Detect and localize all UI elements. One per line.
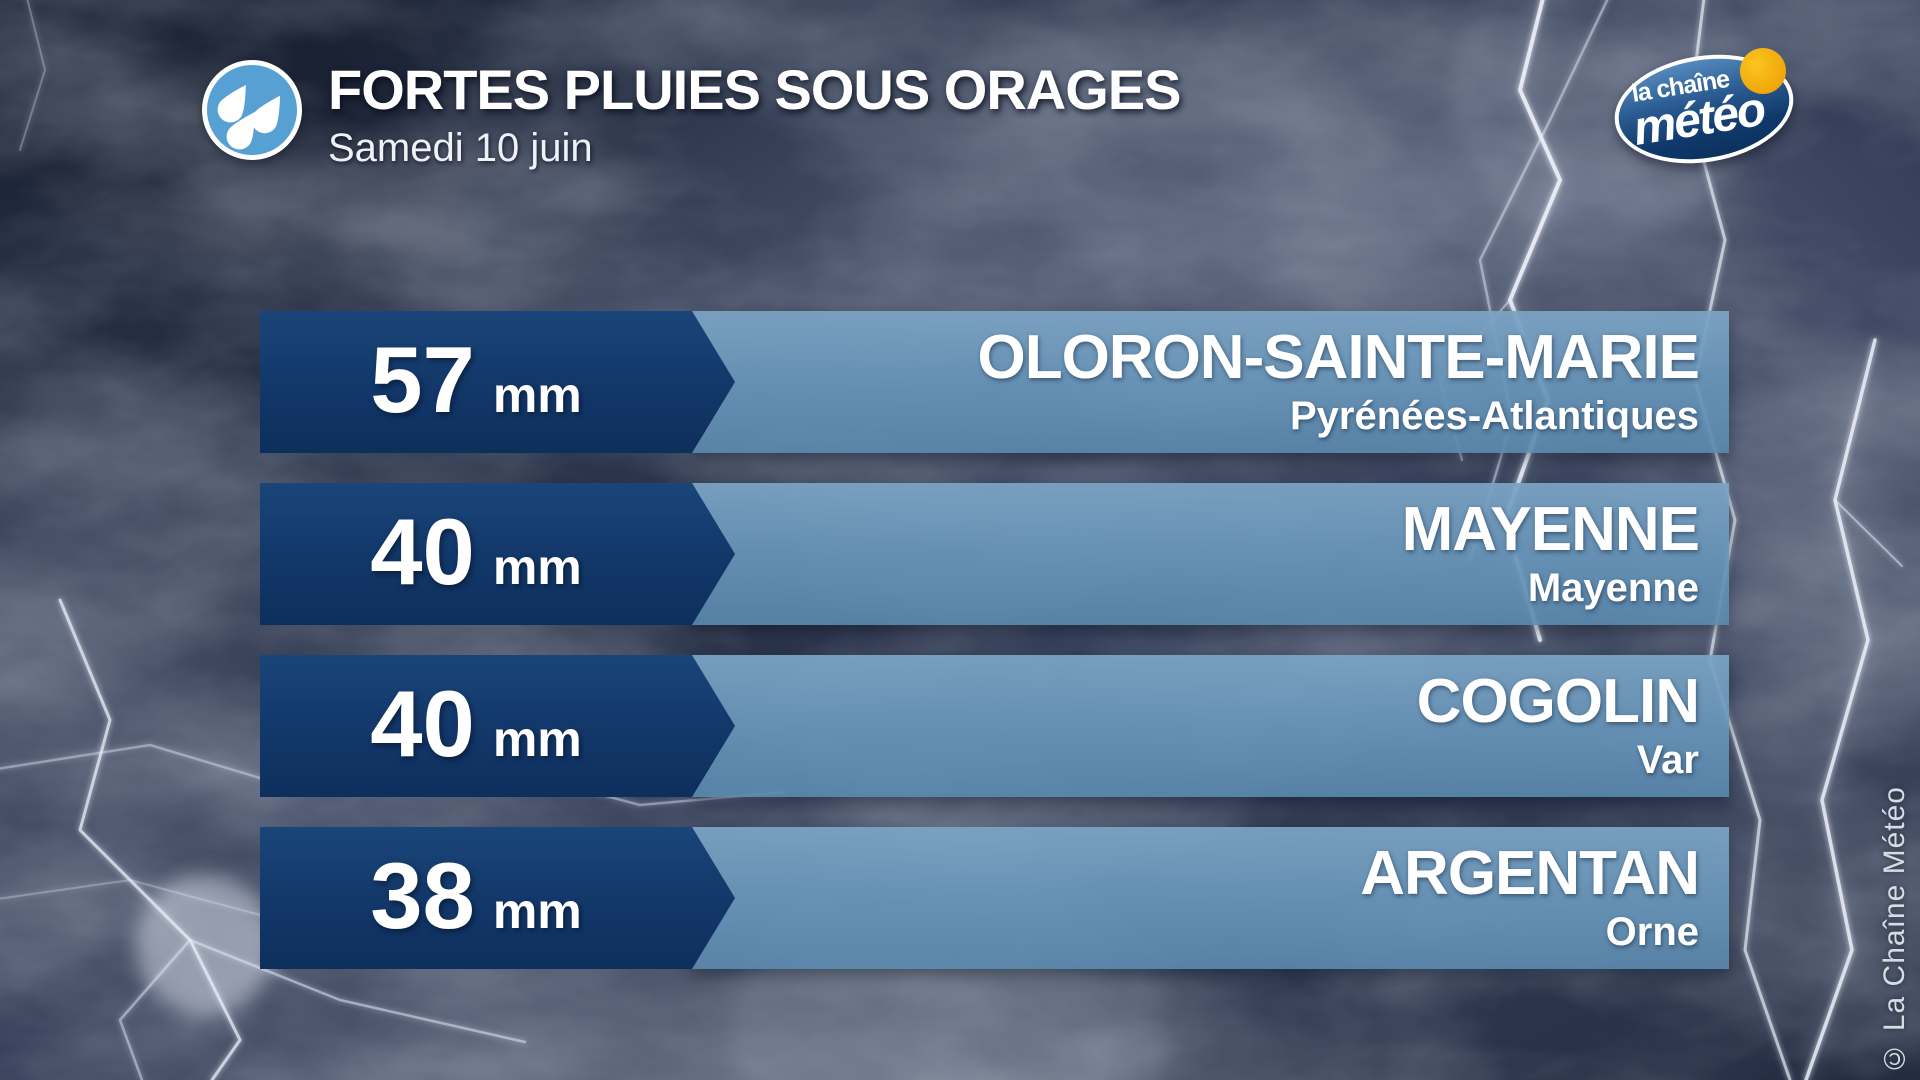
table-row: MAYENNE Mayenne 40 mm: [260, 483, 1729, 625]
value-cell: 57 mm: [260, 311, 735, 453]
rain-unit: mm: [492, 883, 582, 939]
department-label: Var: [1636, 737, 1699, 782]
rain-unit: mm: [492, 367, 582, 423]
value-cell: 40 mm: [260, 655, 735, 797]
value-cell: 38 mm: [260, 827, 735, 969]
city-label: ARGENTAN: [1360, 839, 1700, 909]
rain-value: 40: [370, 499, 475, 604]
location-cell: ARGENTAN Orne: [692, 827, 1729, 969]
city-label: MAYENNE: [1401, 495, 1700, 565]
rain-drops-icon: [202, 60, 302, 160]
table-row: ARGENTAN Orne 38 mm: [260, 827, 1729, 969]
page-title: FORTES PLUIES SOUS ORAGES: [328, 58, 1181, 121]
value-cell: 40 mm: [260, 483, 735, 625]
rain-value: 57: [370, 327, 475, 432]
rain-unit: mm: [492, 539, 582, 595]
copyright-watermark: © La Chaîne Météo: [1878, 785, 1911, 1075]
city-label: COGOLIN: [1416, 667, 1700, 737]
location-cell: OLORON-SAINTE-MARIE Pyrénées-Atlantiques: [692, 311, 1729, 453]
location-cell: COGOLIN Var: [692, 655, 1729, 797]
city-label: OLORON-SAINTE-MARIE: [977, 323, 1700, 393]
rain-value: 40: [370, 671, 475, 776]
department-label: Pyrénées-Atlantiques: [1289, 393, 1699, 438]
la-chaine-meteo-logo: la chaîne météo: [1606, 42, 1802, 176]
department-label: Orne: [1605, 909, 1699, 954]
rain-value: 38: [370, 843, 475, 948]
sun-dot-icon: [1740, 48, 1786, 94]
rainfall-table: OLORON-SAINTE-MARIE Pyrénées-Atlantiques…: [260, 311, 1729, 999]
date-subtitle: Samedi 10 juin: [328, 126, 593, 170]
table-row: OLORON-SAINTE-MARIE Pyrénées-Atlantiques…: [260, 311, 1729, 453]
department-label: Mayenne: [1527, 565, 1699, 610]
location-cell: MAYENNE Mayenne: [692, 483, 1729, 625]
rain-unit: mm: [492, 711, 582, 767]
header: FORTES PLUIES SOUS ORAGES Samedi 10 juin: [202, 58, 1181, 171]
table-row: COGOLIN Var 40 mm: [260, 655, 1729, 797]
